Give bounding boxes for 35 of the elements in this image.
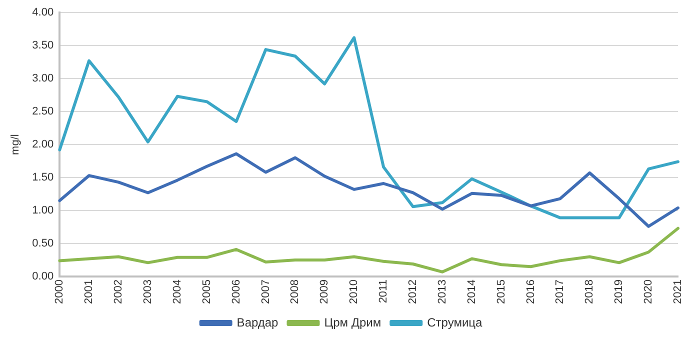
y-tick-label: 3.50: [32, 40, 54, 52]
x-tick-label: 2015: [495, 280, 508, 304]
y-tick-label: 0.50: [32, 238, 54, 250]
y-tick-label: 4.00: [32, 6, 54, 19]
x-tick-label: 2008: [289, 280, 302, 304]
y-tick-label: 2.00: [32, 138, 54, 151]
y-axis-title: mg/l: [10, 134, 22, 155]
x-tick-label: 2020: [642, 280, 655, 304]
legend-label: Струмица: [427, 315, 483, 330]
legend-label: Црм Дрим: [324, 315, 382, 330]
x-tick-label: 2003: [142, 280, 154, 304]
y-tick-label: 0.00: [32, 270, 54, 283]
x-tick-label: 2013: [436, 280, 448, 304]
x-tick-label: 2011: [378, 280, 390, 304]
x-tick-label: 2010: [348, 280, 360, 304]
x-tick-label: 2002: [112, 280, 125, 304]
x-tick-label: 2018: [584, 280, 596, 304]
y-tick-label: 1.50: [32, 172, 54, 184]
x-tick-label: 2007: [260, 280, 272, 304]
x-tick-label: 2012: [407, 280, 420, 304]
legend-label: Вардар: [236, 315, 279, 330]
x-tick-label: 2014: [466, 280, 478, 304]
x-tick-label: 2019: [613, 280, 626, 304]
x-tick-label: 2001: [83, 280, 96, 304]
y-tick-label: 3.00: [32, 72, 54, 85]
x-tick-label: 2004: [171, 280, 184, 304]
y-tick-label: 2.50: [32, 106, 54, 118]
x-tick-label: 2005: [200, 280, 213, 304]
x-tick-label: 2000: [54, 280, 66, 304]
x-tick-label: 2009: [318, 280, 331, 304]
y-tick-label: 1.00: [32, 204, 54, 217]
x-tick-label: 2017: [554, 280, 566, 304]
x-tick-label: 2016: [524, 280, 537, 304]
x-tick-label: 2006: [230, 280, 242, 304]
x-tick-label: 2021: [672, 280, 684, 304]
